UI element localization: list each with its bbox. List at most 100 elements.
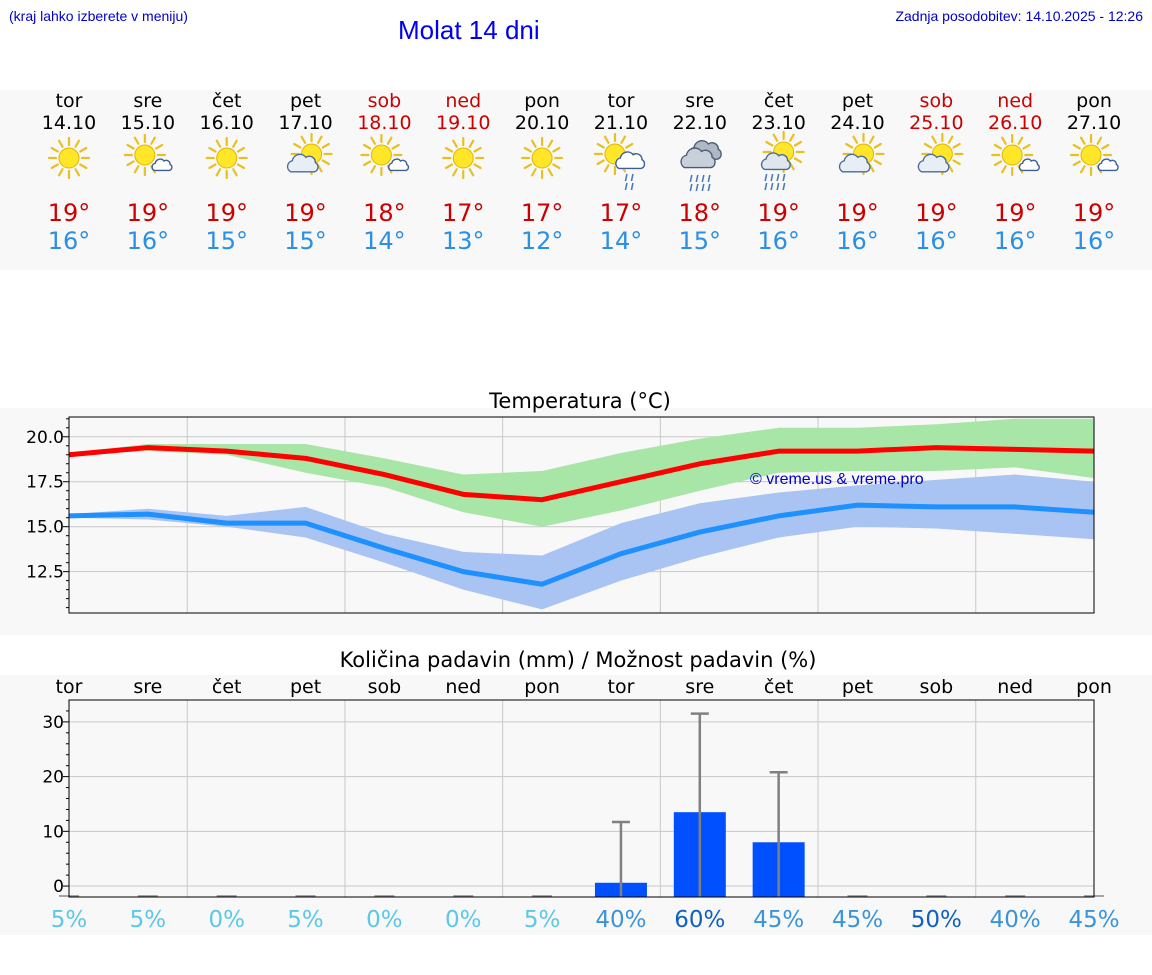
forecast-weekday: tor: [608, 90, 635, 112]
precipitation-probability-row: 5% 5% 0% 5% 0% 0% 5% 40% 60% 45% 45% 50% 40% 45%: [51, 907, 1120, 933]
precipitation-y-axis: 30 20 10 0: [42, 710, 69, 897]
forecast-weekday: ned: [445, 90, 481, 112]
precipitation-day-label: tor: [608, 676, 635, 698]
temperature-y-axis: 20.0 17.5 15.0 12.5: [26, 418, 69, 609]
sun-small-cloud-icon: [1069, 133, 1119, 177]
precipitation-probability: 5%: [51, 907, 88, 933]
forecast-min-temp: 16°: [757, 227, 800, 255]
forecast-band: [0, 90, 1152, 270]
sun-icon: [442, 136, 485, 180]
forecast-weekday: pet: [842, 90, 873, 112]
page-title: Molat 14 dni: [398, 15, 540, 45]
forecast-date: 25.10: [909, 112, 963, 134]
forecast-max-temp: 19°: [48, 199, 91, 227]
last-updated: Zadnja posodobitev: 14.10.2025 - 12:26: [895, 8, 1143, 24]
temperature-tick-label: 15.0: [26, 518, 64, 538]
precipitation-day-label: sob: [920, 676, 954, 698]
temperature-chart-title: Temperatura (°C): [488, 389, 671, 413]
forecast-min-temp: 16°: [127, 227, 170, 255]
forecast-weekday: čet: [212, 90, 242, 112]
forecast-max-temp: 19°: [205, 199, 248, 227]
precipitation-probability: 45%: [1068, 907, 1119, 933]
precipitation-tick-label: 20: [42, 768, 64, 788]
forecast-min-temp: 16°: [48, 227, 91, 255]
watermark: © vreme.us & vreme.pro: [750, 471, 924, 488]
forecast-weekday: sob: [368, 90, 402, 112]
forecast-date: 24.10: [830, 112, 884, 134]
temperature-plot-frame: [68, 416, 1095, 614]
forecast-weekday: ned: [997, 90, 1033, 112]
forecast-weekday: tor: [56, 90, 83, 112]
precipitation-day-label: sre: [133, 676, 162, 698]
sun-icon: [205, 136, 248, 180]
forecast-weekday: sre: [133, 90, 162, 112]
forecast-max-temp: 18°: [363, 199, 406, 227]
precipitation-grid: [69, 700, 1094, 897]
forecast-max-temp: 19°: [284, 199, 327, 227]
forecast-weekday: sob: [920, 90, 954, 112]
precipitation-probability: 45%: [832, 907, 883, 933]
dark-cloud-rain-icon: [680, 140, 722, 192]
precipitation-day-label: ned: [445, 676, 481, 698]
forecast-max-temp: 19°: [994, 199, 1037, 227]
precipitation-tick-label: 10: [42, 822, 64, 842]
sun-cloud-icon: [838, 132, 885, 176]
precipitation-probability: 40%: [990, 907, 1041, 933]
max-temp-range-band: [69, 418, 1095, 527]
precipitation-day-label: pet: [290, 676, 321, 698]
sun-cloud-icon: [286, 132, 333, 176]
precipitation-probability: 40%: [595, 907, 646, 933]
precipitation-chart-title: Količina padavin (mm) / Možnost padavin …: [340, 648, 817, 672]
precipitation-probability: 5%: [130, 907, 167, 933]
precipitation-day-label: pon: [1076, 676, 1112, 698]
precipitation-probability: 50%: [911, 907, 962, 933]
forecast-min-temp: 16°: [915, 227, 958, 255]
forecast-date: 19.10: [436, 112, 490, 134]
forecast-max-temp: 18°: [679, 199, 722, 227]
temperature-tick-label: 20.0: [26, 428, 64, 448]
temperature-tick-label: 12.5: [26, 563, 64, 583]
forecast-max-temp: 17°: [521, 199, 564, 227]
precipitation-day-label: čet: [212, 676, 242, 698]
location-hint[interactable]: (kraj lahko izberete v meniju): [9, 8, 188, 24]
forecast-weekday: pon: [1076, 90, 1112, 112]
forecast-date: 23.10: [751, 112, 805, 134]
forecast-date: 17.10: [278, 112, 332, 134]
forecast-min-temp: 15°: [205, 227, 248, 255]
precipitation-day-label: čet: [764, 676, 794, 698]
min-temp-line: [68, 502, 1095, 587]
precipitation-tick-label: 30: [42, 713, 64, 733]
precipitation-day-label: ned: [997, 676, 1033, 698]
sun-cloud-rain-icon: [593, 132, 646, 191]
forecast-date: 22.10: [673, 112, 727, 134]
forecast-min-temp: 14°: [363, 227, 406, 255]
forecast-min-temp: 16°: [836, 227, 879, 255]
precipitation-day-label: sob: [368, 676, 402, 698]
forecast-min-temp: 15°: [284, 227, 327, 255]
sun-icon: [520, 136, 564, 180]
forecast-date: 14.10: [42, 112, 96, 134]
precipitation-day-label: sre: [685, 676, 714, 698]
forecast-max-temp: 19°: [915, 199, 958, 227]
precipitation-day-label: tor: [56, 676, 83, 698]
forecast-date: 16.10: [199, 112, 253, 134]
forecast-min-temp: 15°: [679, 227, 722, 255]
forecast-min-temp: 13°: [442, 227, 485, 255]
sun-cloud-heavy-rain-icon: [760, 130, 805, 191]
forecast-min-temp: 14°: [600, 227, 643, 255]
forecast-date: 27.10: [1067, 112, 1121, 134]
forecast-min-temp: 12°: [521, 227, 564, 255]
forecast-weekday: čet: [764, 90, 794, 112]
max-temp-line: [68, 445, 1095, 503]
